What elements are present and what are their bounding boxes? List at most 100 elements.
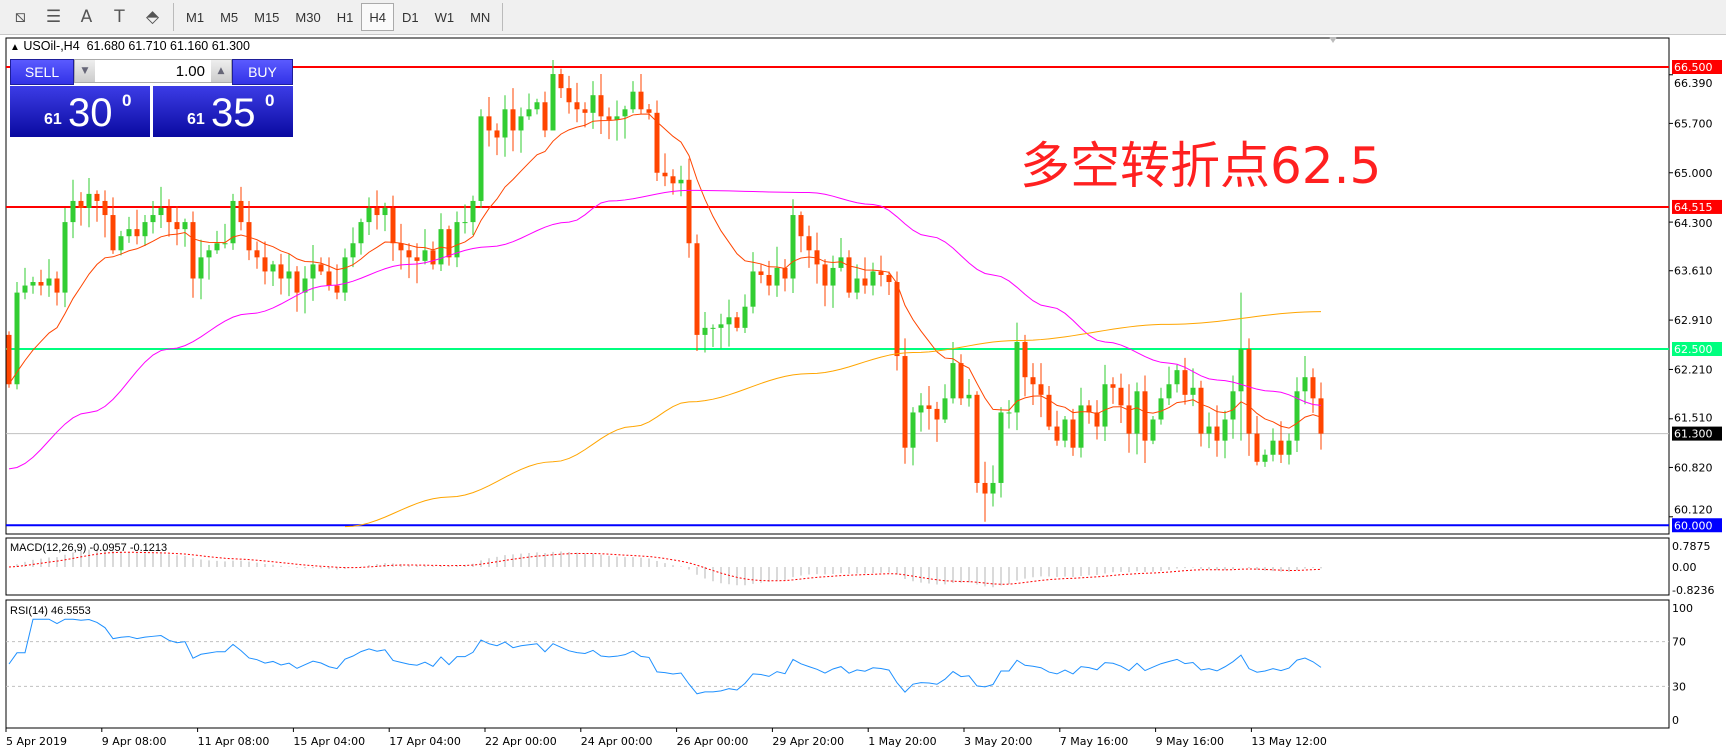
level-tag-label: 66.500 bbox=[1674, 61, 1713, 74]
candle-body bbox=[654, 112, 660, 173]
candle-body bbox=[790, 215, 796, 279]
candle-body bbox=[510, 109, 516, 131]
candle-body bbox=[846, 257, 852, 293]
candle-body bbox=[1166, 384, 1172, 399]
rsi-tick-label: 70 bbox=[1672, 636, 1686, 649]
level-tag bbox=[1672, 342, 1722, 356]
toolbar-separator bbox=[502, 3, 504, 31]
candle-body bbox=[1030, 377, 1036, 385]
candle-body bbox=[1270, 440, 1276, 455]
level-tag bbox=[1672, 199, 1722, 214]
candle-body bbox=[670, 176, 676, 184]
chart-annotation-text[interactable]: 多空转折点62.5 bbox=[1020, 137, 1382, 195]
level-tag-label: 64.515 bbox=[1674, 201, 1713, 214]
timeframe-h1[interactable]: H1 bbox=[336, 9, 354, 25]
candle-body bbox=[470, 200, 476, 223]
candle-body bbox=[6, 334, 12, 385]
timeframe-d1[interactable]: D1 bbox=[401, 9, 419, 25]
macd-tick-label: 0.00 bbox=[1672, 561, 1697, 574]
candle-body bbox=[958, 363, 964, 399]
candle-body bbox=[302, 278, 308, 293]
price-tick-label: 62.910 bbox=[1674, 314, 1713, 327]
candle-body bbox=[478, 116, 484, 201]
candle-body bbox=[350, 243, 356, 258]
candle-body bbox=[726, 317, 732, 325]
candle-body bbox=[1182, 370, 1188, 395]
timeframe-m15[interactable]: M15 bbox=[254, 9, 280, 25]
candle-body bbox=[190, 222, 196, 279]
candle-body bbox=[1278, 440, 1284, 455]
candle-body bbox=[462, 222, 468, 224]
text-icon[interactable]: A bbox=[80, 7, 93, 27]
candle-body bbox=[1142, 391, 1148, 441]
candle-body bbox=[174, 222, 180, 230]
candle-body bbox=[590, 95, 596, 113]
date-tick-label: 15 Apr 04:00 bbox=[293, 735, 365, 748]
increase-quantity-icon[interactable]: ▲ bbox=[211, 60, 231, 82]
level-tag-label: 62.500 bbox=[1674, 343, 1713, 356]
buy-price-box[interactable]: 61 35 0 bbox=[153, 86, 293, 137]
buy-button[interactable]: BUY bbox=[232, 59, 293, 85]
quantity-stepper[interactable]: ▼ 1.00 ▲ bbox=[74, 59, 232, 83]
candle-body bbox=[582, 109, 588, 113]
candle-body bbox=[1302, 377, 1308, 392]
candle-body bbox=[86, 193, 92, 208]
decrease-quantity-icon[interactable]: ▼ bbox=[75, 60, 95, 82]
chart-shift-marker-icon[interactable] bbox=[1329, 37, 1337, 43]
quantity-input[interactable]: 1.00 bbox=[175, 62, 205, 80]
candle-body bbox=[142, 222, 148, 237]
candle-body bbox=[46, 278, 52, 286]
candle-body bbox=[614, 116, 620, 120]
chart-lines-icon[interactable]: ⧅ bbox=[15, 7, 26, 27]
price-tick-label: 60.820 bbox=[1674, 461, 1713, 474]
timeframe-h4[interactable]: H4 bbox=[361, 3, 394, 31]
candle-body bbox=[574, 102, 580, 110]
timeframe-mn[interactable]: MN bbox=[470, 9, 491, 25]
candle-body bbox=[166, 208, 172, 223]
candle-body bbox=[638, 91, 644, 110]
arrows-icon[interactable]: ⬘ bbox=[145, 7, 160, 27]
candle-body bbox=[278, 264, 284, 279]
candle-body bbox=[910, 412, 916, 448]
candle-body bbox=[950, 363, 956, 399]
candle-body bbox=[934, 408, 940, 420]
candle-body bbox=[1246, 349, 1252, 434]
candle-body bbox=[1150, 419, 1156, 441]
collapse-triangle-icon[interactable]: ▲ bbox=[10, 42, 20, 53]
candle-body bbox=[1046, 394, 1052, 427]
candle-body bbox=[1086, 405, 1092, 413]
sell-price-box[interactable]: 61 30 0 bbox=[10, 86, 150, 137]
timeframe-w1[interactable]: W1 bbox=[434, 9, 455, 25]
candle-body bbox=[1190, 387, 1196, 395]
candle-body bbox=[422, 250, 428, 261]
candle-body bbox=[518, 116, 524, 131]
candle-body bbox=[382, 208, 388, 216]
level-tag bbox=[1672, 518, 1722, 533]
date-tick-label: 9 May 16:00 bbox=[1156, 735, 1224, 748]
sell-price-sup: 0 bbox=[122, 91, 132, 110]
candle-body bbox=[1102, 384, 1108, 427]
timeframe-m1[interactable]: M1 bbox=[186, 9, 205, 25]
timeframe-m5[interactable]: M5 bbox=[220, 9, 239, 25]
text-label-icon[interactable]: T bbox=[114, 7, 125, 27]
timeframe-m30[interactable]: M30 bbox=[295, 9, 321, 25]
price-tick-label: 60.120 bbox=[1674, 503, 1713, 516]
candle-body bbox=[70, 200, 76, 223]
price-tick-label: 65.700 bbox=[1674, 117, 1713, 130]
sell-button[interactable]: SELL bbox=[10, 59, 74, 85]
candle-body bbox=[1198, 387, 1204, 434]
candle-body bbox=[406, 250, 412, 258]
candle-body bbox=[102, 200, 108, 216]
candle-body bbox=[78, 200, 84, 208]
candle-body bbox=[1078, 405, 1084, 448]
rsi-tick-label: 0 bbox=[1672, 714, 1679, 727]
candle-body bbox=[94, 193, 100, 201]
candle-body bbox=[398, 243, 404, 251]
price-tick-label: 66.390 bbox=[1674, 77, 1713, 90]
candle-body bbox=[294, 271, 300, 293]
fibonacci-icon[interactable]: ☰ bbox=[45, 7, 62, 27]
candle-body bbox=[446, 229, 452, 258]
candle-body bbox=[1006, 412, 1012, 414]
price-tick-label: 65.000 bbox=[1674, 167, 1713, 180]
